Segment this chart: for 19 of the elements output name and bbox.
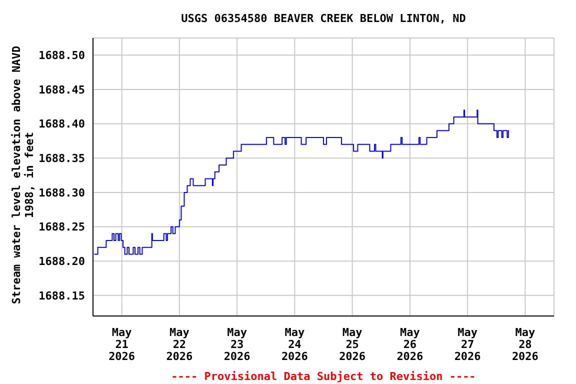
y-tick-label: 1688.30	[38, 186, 85, 200]
x-tick-label: May 28 2026	[512, 326, 539, 363]
y-tick-label: 1688.35	[38, 152, 85, 166]
chart-title: USGS 06354580 BEAVER CREEK BELOW LINTON, ND	[180, 12, 467, 25]
y-tick-label: 1688.15	[38, 289, 85, 302]
x-tick-label: May 25 2026	[339, 326, 366, 363]
x-tick-label: May 23 2026	[224, 326, 251, 363]
x-tick-label: May 26 2026	[396, 326, 424, 363]
y-tick-label: 1688.50	[38, 49, 85, 62]
x-tick-label: May 24 2026	[281, 326, 308, 363]
x-tick-label: May 27 2026	[454, 326, 482, 363]
x-tick-label: May 21 2026	[108, 326, 136, 363]
y-tick-label: 1688.25	[38, 220, 85, 234]
y-tick-label: 1688.45	[38, 83, 85, 96]
y-axis-title: Stream water level elevation above NAVD 1988, in feet	[10, 44, 37, 306]
y-tick-label: 1688.20	[38, 254, 85, 268]
x-tick-label: May 22 2026	[166, 326, 194, 363]
text: ---- Provisional Data Subject to Revision ----	[170, 370, 477, 383]
y-tick-label: 1688.40	[38, 118, 85, 131]
